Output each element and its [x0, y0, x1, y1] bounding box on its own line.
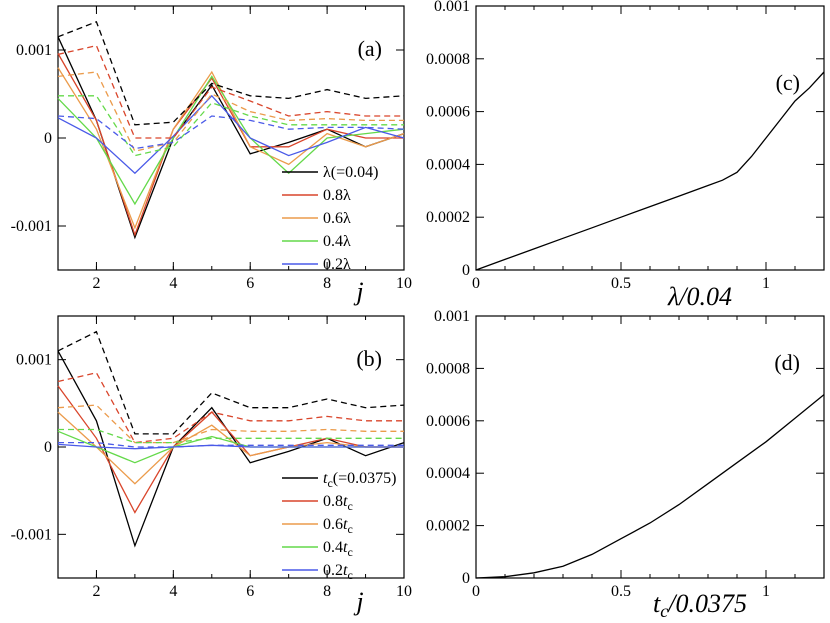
- panel-b: 2 4 6 8 10 0.001 0 -0.001 (b) j tc(=0.0375) 0.8tc 0.…: [11, 315, 412, 616]
- series-line: [57, 115, 405, 150]
- series-line: [57, 404, 404, 444]
- series-line: [57, 411, 404, 485]
- x-axis-label: tc/0.0375: [653, 589, 747, 621]
- legend-label: 0.4λ: [323, 233, 351, 250]
- y-tick-label: 0.001: [16, 42, 52, 59]
- panel-c: 0 0.5 1 0.001 0.0008 0.0006 0.0004 0.0002 0 (c) λ/…: [426, 0, 825, 311]
- x-tick-label: 0.5: [611, 583, 631, 600]
- y-tick-label: -0.001: [11, 526, 52, 543]
- legend-label: λ(=0.04): [323, 164, 378, 181]
- y-tick-label: 0: [44, 439, 52, 456]
- x-tick-label: 6: [246, 275, 254, 292]
- series-line: [57, 372, 404, 444]
- y-tick-label: 0.0006: [426, 104, 470, 121]
- x-tick-label: 0: [472, 583, 480, 600]
- y-tick-label: 0.0004: [426, 465, 470, 482]
- legend-label: tc(=0.0375): [323, 470, 396, 490]
- series-line: [57, 385, 404, 514]
- panel-label: (c): [776, 70, 800, 95]
- series-line: [475, 394, 825, 579]
- series-line: [57, 36, 405, 240]
- panel-label: (d): [774, 350, 800, 375]
- x-tick-label: 8: [323, 583, 331, 600]
- series-line: [58, 95, 404, 157]
- series-line: [57, 44, 404, 139]
- x-tick-label: 4: [169, 275, 177, 292]
- legend-label: 0.4tc: [323, 539, 353, 559]
- legend-label: 0.8λ: [323, 187, 351, 204]
- panel-a: 2 4 6 8 10 0.001 0 -0.001 (a) j λ(=0.04) 0.8λ 0.6λ 0.…: [11, 5, 412, 306]
- y-tick-label: 0.0006: [426, 413, 470, 430]
- plot-frame: [57, 5, 405, 271]
- legend-label: 0.8tc: [323, 493, 353, 513]
- x-tick-label: 1: [762, 583, 770, 600]
- legend-label: 0.6λ: [323, 210, 351, 227]
- x-tick-label: 0.5: [611, 275, 631, 292]
- panel-d: 0 0.5 1 0.001 0.0008 0.0006 0.0004 0.0002 0 (d) tc…: [426, 308, 825, 621]
- x-tick-label: 6: [246, 583, 254, 600]
- series-line: [58, 428, 404, 444]
- series-line: [57, 443, 404, 450]
- y-tick-label: 0: [462, 570, 470, 587]
- x-tick-label: 10: [396, 583, 412, 600]
- plot-frame: [475, 5, 825, 271]
- y-tick-label: -0.001: [11, 218, 52, 235]
- legend-label: 0.2λ: [323, 256, 351, 273]
- panel-label: (b): [356, 346, 382, 371]
- x-tick-label: 2: [92, 583, 100, 600]
- legend-label: 0.2tc: [323, 562, 353, 582]
- series-line: [57, 350, 405, 548]
- x-axis-label: λ/0.04: [667, 282, 732, 311]
- y-tick-label: 0.0008: [426, 360, 470, 377]
- series-line: [57, 71, 404, 152]
- y-tick-label: 0.0002: [426, 518, 470, 535]
- series-line: [57, 53, 404, 237]
- series-line: [58, 441, 404, 448]
- x-tick-label: 8: [323, 275, 331, 292]
- series-line: [57, 94, 405, 175]
- x-tick-label: 0: [472, 275, 480, 292]
- y-tick-label: 0: [44, 130, 52, 147]
- x-tick-label: 2: [92, 275, 100, 292]
- y-tick-label: 0.001: [434, 308, 470, 325]
- y-tick-label: 0: [462, 262, 470, 279]
- x-tick-label: 4: [169, 583, 177, 600]
- x-tick-label: 10: [396, 275, 412, 292]
- series-line: [57, 20, 405, 126]
- x-tick-label: 1: [762, 275, 770, 292]
- y-tick-label: 0.0002: [426, 209, 470, 226]
- series-line: [57, 75, 405, 206]
- y-tick-label: 0.0004: [426, 156, 470, 173]
- legend-label: 0.6tc: [323, 516, 353, 536]
- series-line: [57, 330, 405, 435]
- series-line: [475, 71, 825, 271]
- x-axis-label: j: [353, 587, 363, 616]
- y-tick-label: 0.0008: [426, 51, 470, 68]
- plot-frame: [475, 315, 825, 579]
- y-tick-label: 0.001: [434, 0, 470, 15]
- panel-label: (a): [358, 36, 382, 61]
- x-axis-label: j: [353, 277, 363, 306]
- series-line: [57, 67, 405, 230]
- y-tick-label: 0.001: [16, 352, 52, 369]
